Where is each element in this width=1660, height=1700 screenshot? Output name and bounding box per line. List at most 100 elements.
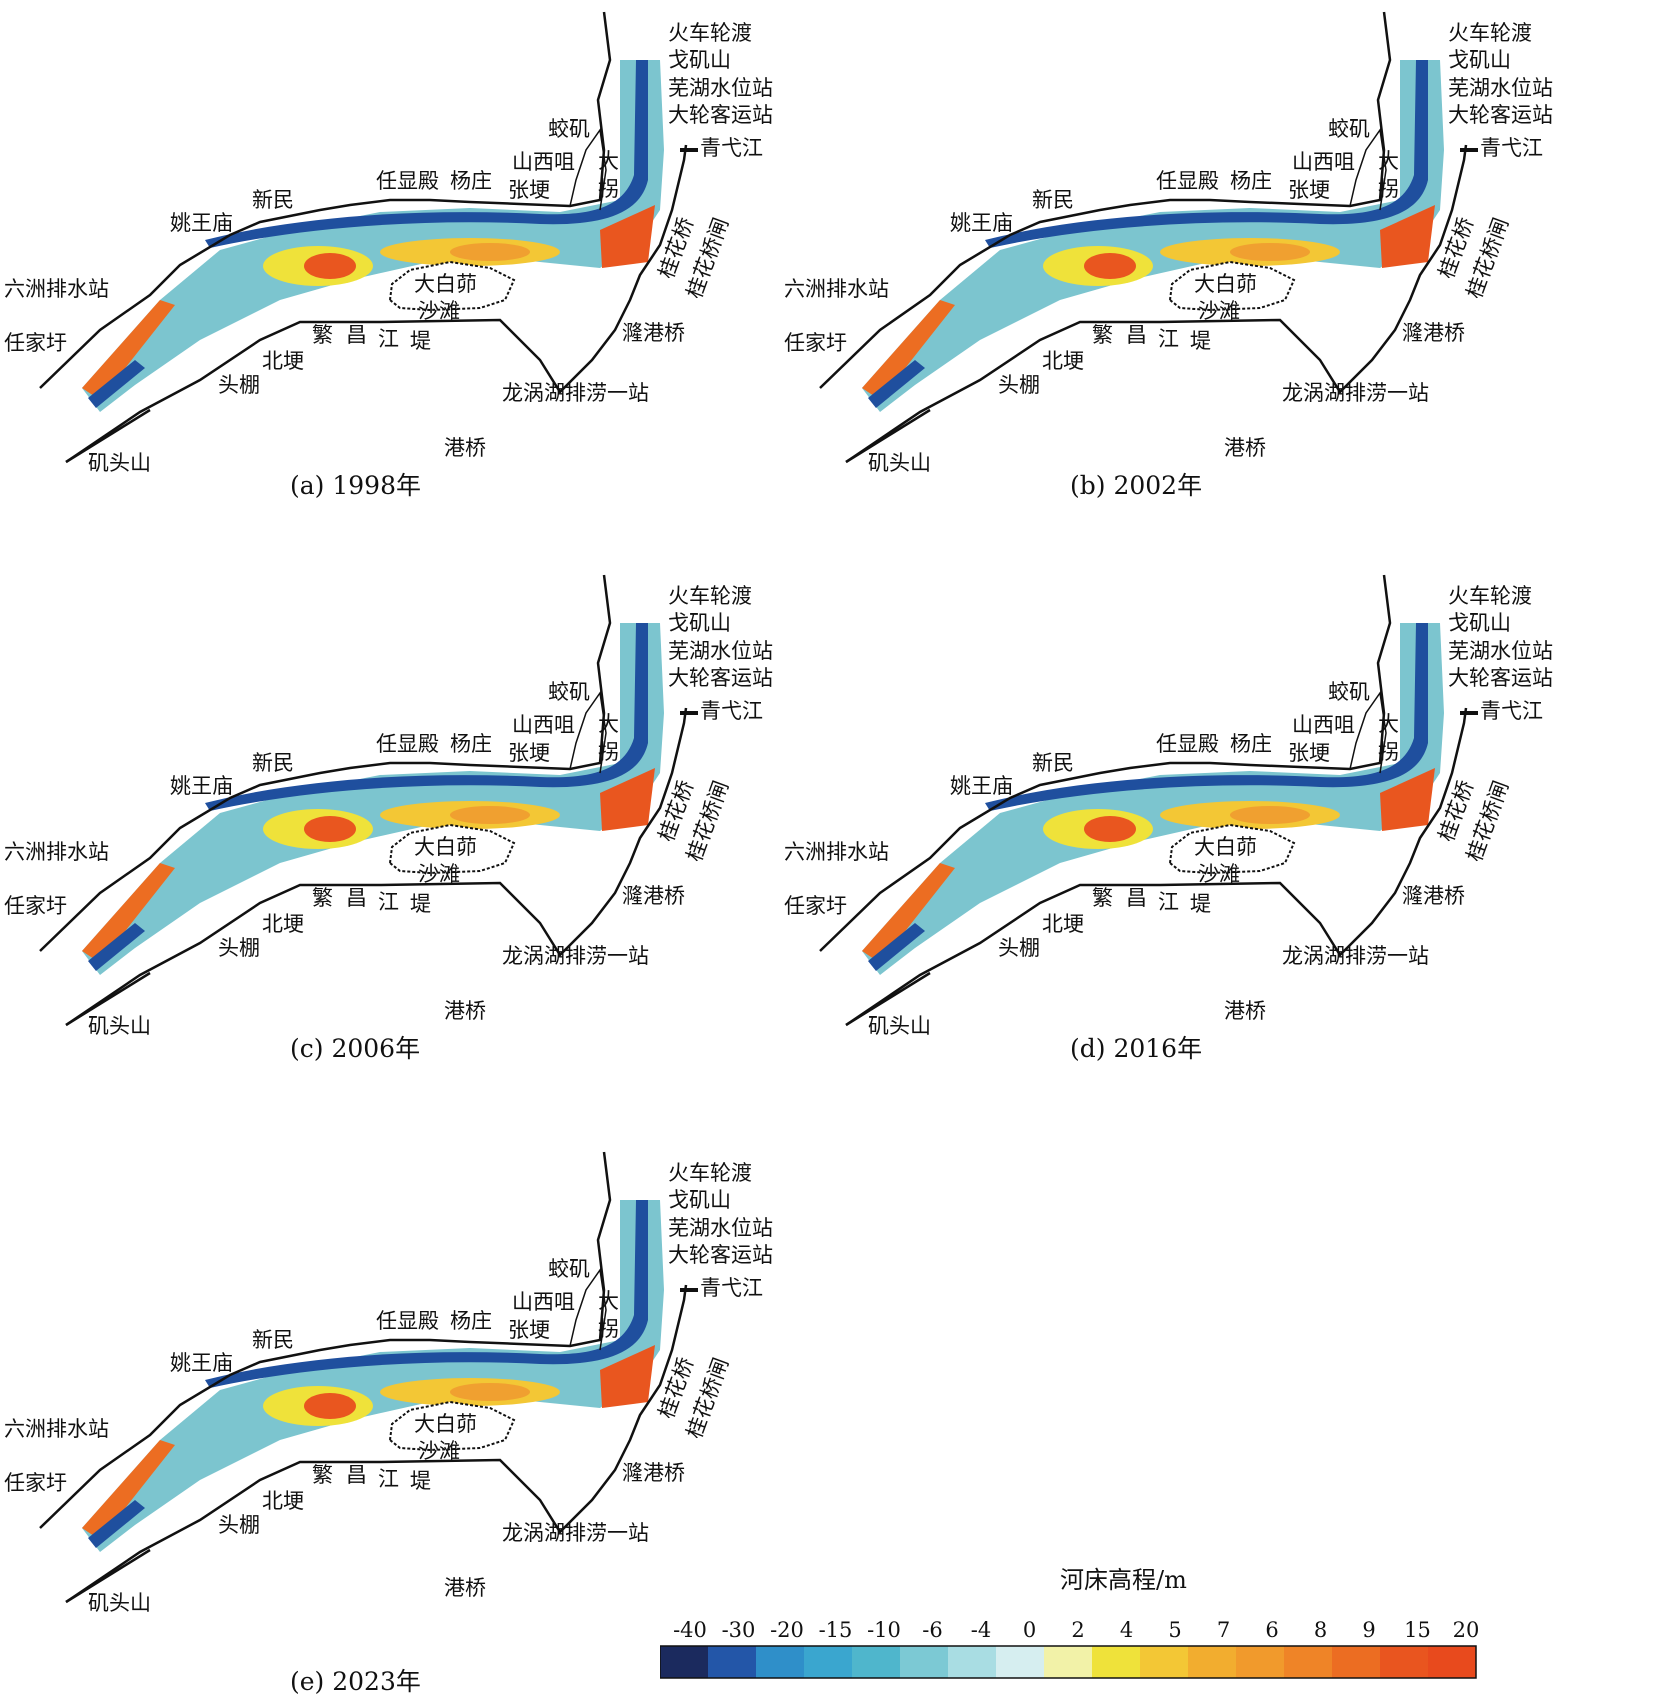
legend-tick-label: -40 [673, 1618, 707, 1642]
place-label: 姚王庙 [170, 211, 233, 235]
place-label: 蛟矶 [1328, 680, 1370, 704]
place-label: 北埂 [262, 349, 304, 373]
place-label: 沙滩 [1198, 299, 1240, 323]
map-panel-2023: 火车轮渡 戈矶山 芜湖水位站 大轮客运站 青弋江 蛟矶 山西咀 张埂 大拐 任显殿 杨庄 新民 姚王庙六… [0, 1140, 820, 1700]
place-label: 青弋江 [1480, 136, 1543, 160]
legend-tick-label: 0 [1022, 1618, 1037, 1642]
place-label: 任家圩 [784, 894, 847, 918]
place-label: 江 [378, 890, 399, 914]
legend-tick-label: -20 [770, 1618, 804, 1642]
legend-tick-label: 4 [1119, 1618, 1134, 1642]
place-label: 杨庄 [450, 169, 492, 193]
legend-tick-label: 8 [1313, 1618, 1328, 1642]
place-label: 张埂 [508, 178, 550, 202]
place-label: 戈矶山 [1448, 611, 1511, 635]
legend-title: 河床高程/m [1060, 1566, 1187, 1594]
place-label: 堤 [1190, 329, 1211, 353]
place-label: 拐 [598, 1317, 619, 1341]
place-label: 矶头山 [88, 1591, 151, 1615]
place-label: 北埂 [262, 912, 304, 936]
place-label: 张埂 [1288, 741, 1330, 765]
place-label: 姚王庙 [950, 211, 1013, 235]
place-label: 新民 [252, 188, 294, 212]
place-label: 北埂 [1042, 349, 1084, 373]
place-label: 张埂 [508, 1318, 550, 1342]
legend-swatch [1332, 1646, 1380, 1678]
place-label: 头棚 [218, 936, 260, 960]
place-label: 任家圩 [4, 331, 67, 355]
place-label: 繁 [1092, 886, 1113, 910]
place-label: 蛟矶 [548, 680, 590, 704]
legend-tick-label: -15 [818, 1618, 853, 1642]
place-label: 戈矶山 [668, 611, 731, 635]
place-label: 青弋江 [700, 699, 763, 723]
legend-tick-label: 9 [1362, 1618, 1376, 1642]
legend-swatch [948, 1646, 996, 1678]
place-label: 杨庄 [450, 1309, 492, 1333]
place-label: 芜湖水位站 [1448, 639, 1553, 663]
place-label: 大白茆 [414, 272, 477, 296]
place-label: 任显殿 [376, 732, 439, 756]
place-label: 龙涡湖排涝一站 [502, 944, 649, 968]
place-label: 六洲排水站 [784, 277, 889, 301]
place-label: 大轮客运站 [668, 1243, 773, 1267]
place-label: 任家圩 [4, 1471, 67, 1495]
place-label: 杨庄 [1230, 169, 1272, 193]
place-label: 新民 [1032, 751, 1074, 775]
place-label: 漋港桥 [622, 321, 685, 345]
place-label: 大 [598, 149, 619, 173]
place-label: 堤 [410, 1469, 431, 1493]
place-label: 姚王庙 [170, 774, 233, 798]
legend-swatch [756, 1646, 804, 1678]
place-label: 头棚 [998, 936, 1040, 960]
place-label: 大 [1378, 712, 1399, 736]
place-label: 六洲排水站 [4, 277, 109, 301]
place-label: 昌 [1126, 323, 1147, 347]
legend-swatch [1092, 1646, 1140, 1678]
place-label: 矶头山 [88, 451, 151, 475]
place-label: 北埂 [262, 1489, 304, 1513]
place-label: 大白茆 [1194, 272, 1257, 296]
legend-tick-label: 2 [1071, 1618, 1085, 1642]
place-label: 龙涡湖排涝一站 [502, 1521, 649, 1545]
map-panel-2006: 火车轮渡 戈矶山 芜湖水位站 大轮客运站 青弋江 蛟矶 山西咀 张埂 大拐 任显殿 杨庄 新民 姚王庙六… [0, 563, 820, 1123]
map-panel-2002: 火车轮渡 戈矶山 芜湖水位站 大轮客运站 青弋江 蛟矶 山西咀 张埂 大拐 任显殿 杨庄 新民 姚王庙六… [780, 0, 1600, 560]
place-label: 江 [1158, 890, 1179, 914]
place-label: 山西咀 [1292, 713, 1355, 737]
legend-swatch [1284, 1646, 1332, 1678]
place-label: 繁 [1092, 323, 1113, 347]
place-label: 任显殿 [376, 169, 439, 193]
legend-swatch [1140, 1646, 1188, 1678]
place-label: 火车轮渡 [668, 21, 752, 45]
place-label: 漋港桥 [1402, 321, 1465, 345]
map-panel-1998: 火车轮渡 戈矶山 芜湖水位站 大轮客运站 青弋江 蛟矶 山西咀 张埂 大拐 任显殿 杨庄 新民 姚王庙六… [0, 0, 820, 560]
place-label: 头棚 [998, 373, 1040, 397]
place-label: 戈矶山 [668, 48, 731, 72]
place-label: 堤 [1190, 892, 1211, 916]
place-label: 昌 [1126, 886, 1147, 910]
place-label: 矶头山 [868, 1014, 931, 1038]
legend-tick-label: 5 [1168, 1618, 1182, 1642]
place-label: 蛟矶 [548, 1257, 590, 1281]
place-label: 杨庄 [450, 732, 492, 756]
place-label: 大轮客运站 [1448, 666, 1553, 690]
place-label: 芜湖水位站 [668, 76, 773, 100]
place-label: 繁 [312, 323, 333, 347]
place-label: 火车轮渡 [1448, 21, 1532, 45]
map-panel-2016: 火车轮渡 戈矶山 芜湖水位站 大轮客运站 青弋江 蛟矶 山西咀 张埂 大拐 任显殿 杨庄 新民 姚王庙六… [780, 563, 1600, 1123]
place-label: 火车轮渡 [668, 584, 752, 608]
legend-tick-label: -30 [721, 1618, 756, 1642]
place-label: 戈矶山 [668, 1188, 731, 1212]
place-label: 漋港桥 [622, 884, 685, 908]
place-label: 任显殿 [376, 1309, 439, 1333]
place-label: 港桥 [444, 436, 486, 460]
place-label: 沙滩 [418, 862, 460, 886]
place-label: 杨庄 [1230, 732, 1272, 756]
legend-tick-label: 7 [1216, 1618, 1231, 1642]
place-label: 山西咀 [512, 1290, 575, 1314]
place-label: 港桥 [444, 999, 486, 1023]
legend-swatch [852, 1646, 900, 1678]
place-label: 山西咀 [512, 150, 575, 174]
panel-caption: (d) 2016年 [1070, 1034, 1203, 1063]
